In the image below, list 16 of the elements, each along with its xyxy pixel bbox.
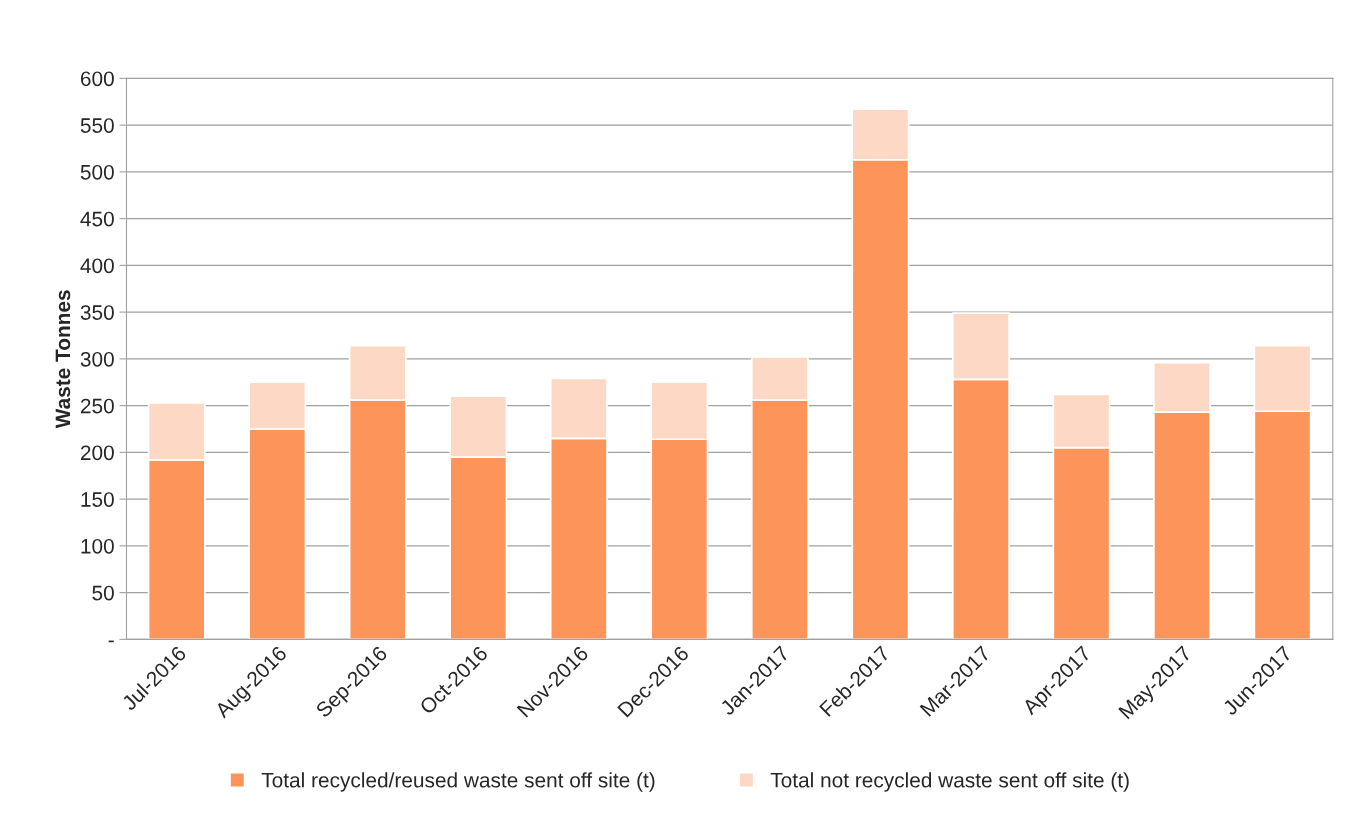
y-tick-label: 100 [81, 538, 114, 554]
y-tick-label: 500 [80, 164, 114, 180]
y-tick-label: 350 [80, 305, 114, 320]
legend-label: Total not recycled waste sent off site (t) [770, 772, 1129, 792]
y-tick-label: 400 [80, 258, 114, 274]
y-tick-label: 300 [80, 351, 114, 367]
y-tick-label: - [108, 640, 114, 643]
y-tick-label: 250 [80, 398, 114, 414]
y-tick-label: 550 [80, 118, 114, 133]
legend-label: Total recycled/reused waste sent off site (t) [261, 772, 655, 792]
y-tick-label: 450 [80, 211, 114, 227]
y-tick-label: 200 [80, 445, 114, 461]
y-tick-label: 50 [92, 585, 114, 601]
y-axis-title: Waste Tonnes [55, 290, 71, 429]
y-tick-label: 150 [81, 492, 114, 507]
y-tick-label: 600 [80, 71, 114, 87]
